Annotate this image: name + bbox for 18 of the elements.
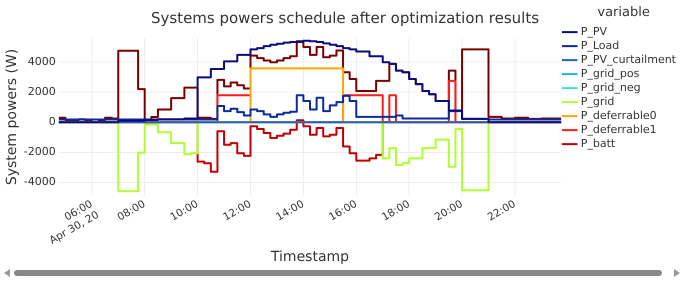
legend-label: P_Load [580, 38, 620, 52]
legend-label: P_PV_curtailment [580, 52, 677, 66]
legend-label: P_grid [580, 94, 614, 108]
y-axis-title: System powers (W) [4, 48, 20, 186]
legend-label: P_batt [580, 136, 616, 150]
x-axis-title: Timestamp [270, 249, 350, 266]
legend-title: variable [597, 4, 650, 20]
y-tick-label: -4000 [24, 175, 56, 188]
y-tick-label: -2000 [24, 145, 56, 158]
legend-label: P_grid_neg [580, 80, 641, 94]
legend-label: P_deferrable1 [580, 122, 657, 136]
y-tick-label: 4000 [28, 54, 56, 68]
y-tick-label: 0 [48, 115, 56, 128]
legend-label: P_grid_pos [580, 66, 640, 80]
legend-label: P_PV [580, 24, 608, 38]
legend-label: P_deferrable0 [580, 108, 657, 122]
y-tick-label: 2000 [28, 85, 56, 98]
chart-title: Systems powers schedule after optimization results [150, 8, 540, 27]
